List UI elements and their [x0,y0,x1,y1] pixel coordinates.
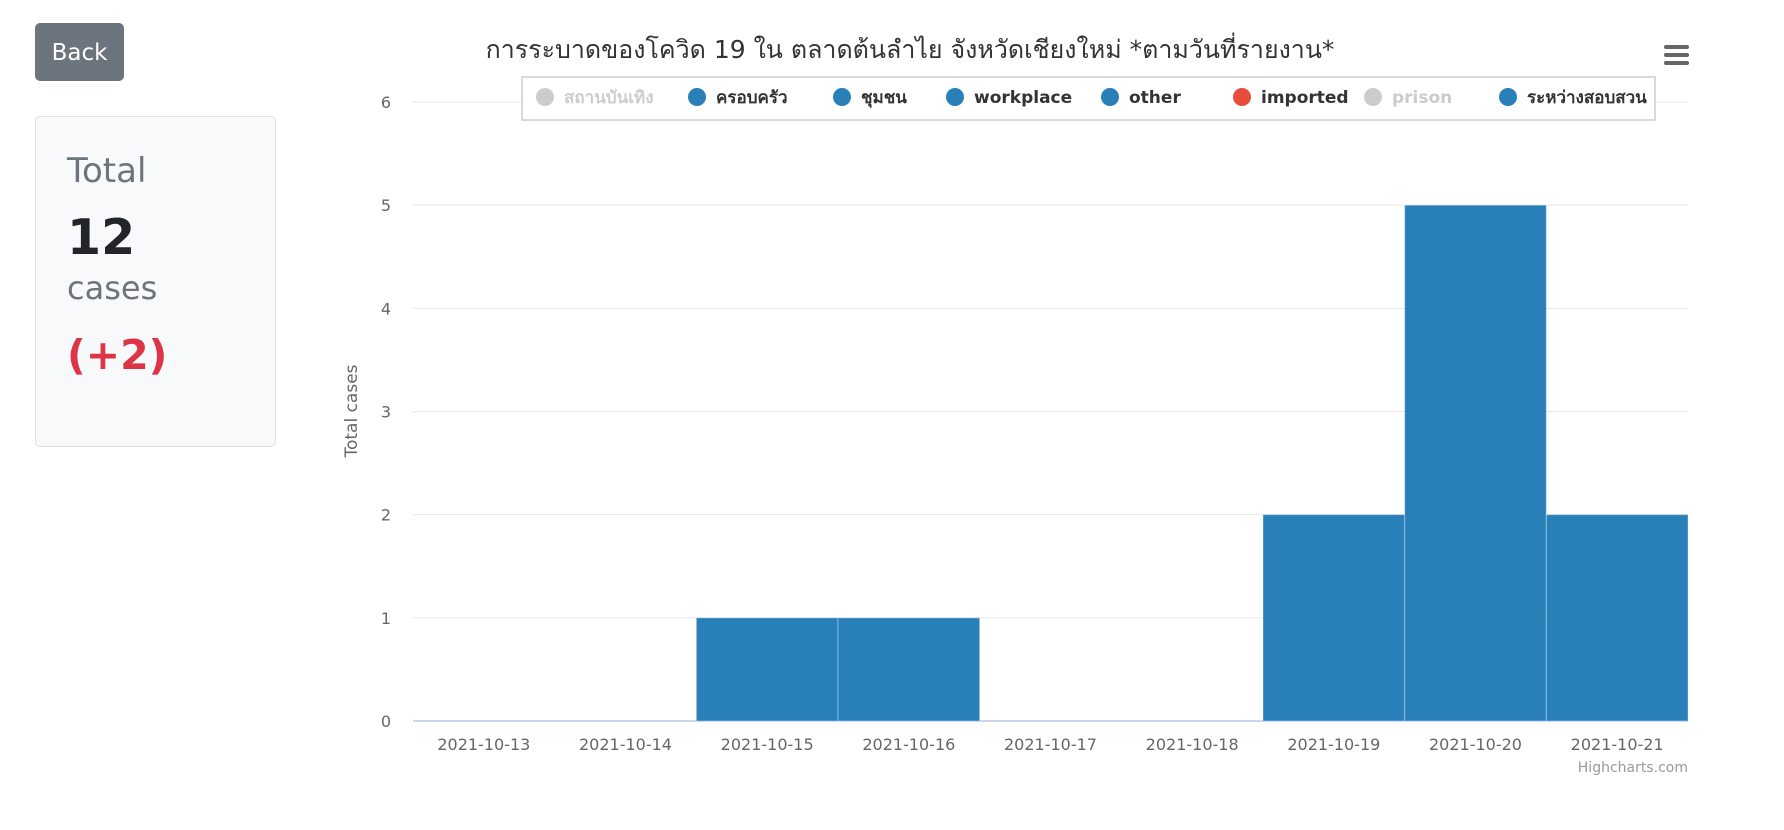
bar-2021-10-20[interactable] [1404,204,1547,722]
y-tick-label: 4 [381,299,391,318]
x-tick-label: 2021-10-15 [721,735,814,754]
legend-item[interactable]: other [1101,88,1181,108]
legend-marker-icon [833,88,851,106]
legend-marker-icon [688,88,706,106]
chart-container: การระบาดของโควิด 19 ใน ตลาดต้นลำไย จังหว… [340,0,1710,790]
legend-item[interactable]: ครอบครัว [688,88,788,108]
y-axis-title: Total cases [342,364,362,458]
y-tick-label: 5 [381,196,391,215]
legend-label: ระหว่างสอบสวน [1527,88,1647,108]
highcharts-credits[interactable]: Highcharts.com [1578,760,1688,776]
count-unit: cases [67,269,158,307]
x-tick-label: 2021-10-16 [862,735,955,754]
bar-2021-10-19[interactable] [1262,514,1406,722]
x-tick-label: 2021-10-21 [1571,735,1664,754]
legend-box [521,76,1656,121]
legend-marker-icon [946,88,964,106]
back-button[interactable]: Back [35,23,124,81]
y-tick-label: 0 [381,712,391,731]
legend-item[interactable]: สถานบันเทิง [536,88,654,108]
legend-marker-icon [1101,88,1119,106]
count-delta: (+2) [67,331,168,379]
x-tick-label: 2021-10-19 [1287,735,1380,754]
legend-marker-icon [1499,88,1517,106]
legend-label: other [1129,88,1181,108]
legend-marker-icon [536,88,554,106]
y-tick-label: 1 [381,609,391,628]
bar-2021-10-16[interactable] [837,617,981,722]
legend-item[interactable]: workplace [946,88,1072,108]
legend-marker-icon [1364,88,1382,106]
legend-item[interactable]: prison [1364,88,1452,108]
legend[interactable]: สถานบันเทิง ครอบครัว ชุมชน workplace other im… [521,76,1656,121]
total-count: 12 [67,209,136,266]
hamburger-menu-icon[interactable] [1664,45,1689,65]
bar-2021-10-15[interactable] [695,617,839,722]
legend-item[interactable]: imported [1233,88,1349,108]
bar-chart: การระบาดของโควิด 19 ใน ตลาดต้นลำไย จังหว… [342,32,1694,776]
x-tick-label: 2021-10-17 [1004,735,1097,754]
bar-2021-10-21[interactable] [1545,514,1689,722]
legend-label: imported [1261,88,1349,108]
y-tick-label: 2 [381,506,391,525]
bars [695,204,1689,722]
export-menu-button[interactable] [1658,40,1694,72]
legend-label: สถานบันเทิง [564,88,654,108]
y-axis-ticks: 0 1 2 3 4 5 6 [381,93,391,731]
legend-label: ชุมชน [861,88,907,108]
x-tick-label: 2021-10-14 [579,735,672,754]
y-tick-label: 3 [381,403,391,422]
legend-label: workplace [974,88,1072,108]
card-title: Total [67,151,147,191]
chart-title: การระบาดของโควิด 19 ใน ตลาดต้นลำไย จังหว… [486,32,1335,64]
legend-label: prison [1392,88,1452,108]
x-axis-ticks: 2021-10-13 2021-10-14 2021-10-15 2021-10-16… [437,735,1663,754]
legend-label: ครอบครัว [716,88,788,108]
legend-item[interactable]: ระหว่างสอบสวน [1499,88,1647,108]
x-tick-label: 2021-10-20 [1429,735,1522,754]
legend-item[interactable]: ชุมชน [833,88,907,108]
y-tick-label: 6 [381,93,391,112]
total-cases-card: Total 12 cases (+2) [35,116,276,447]
x-tick-label: 2021-10-13 [437,735,530,754]
legend-marker-icon [1233,88,1251,106]
x-tick-label: 2021-10-18 [1146,735,1239,754]
